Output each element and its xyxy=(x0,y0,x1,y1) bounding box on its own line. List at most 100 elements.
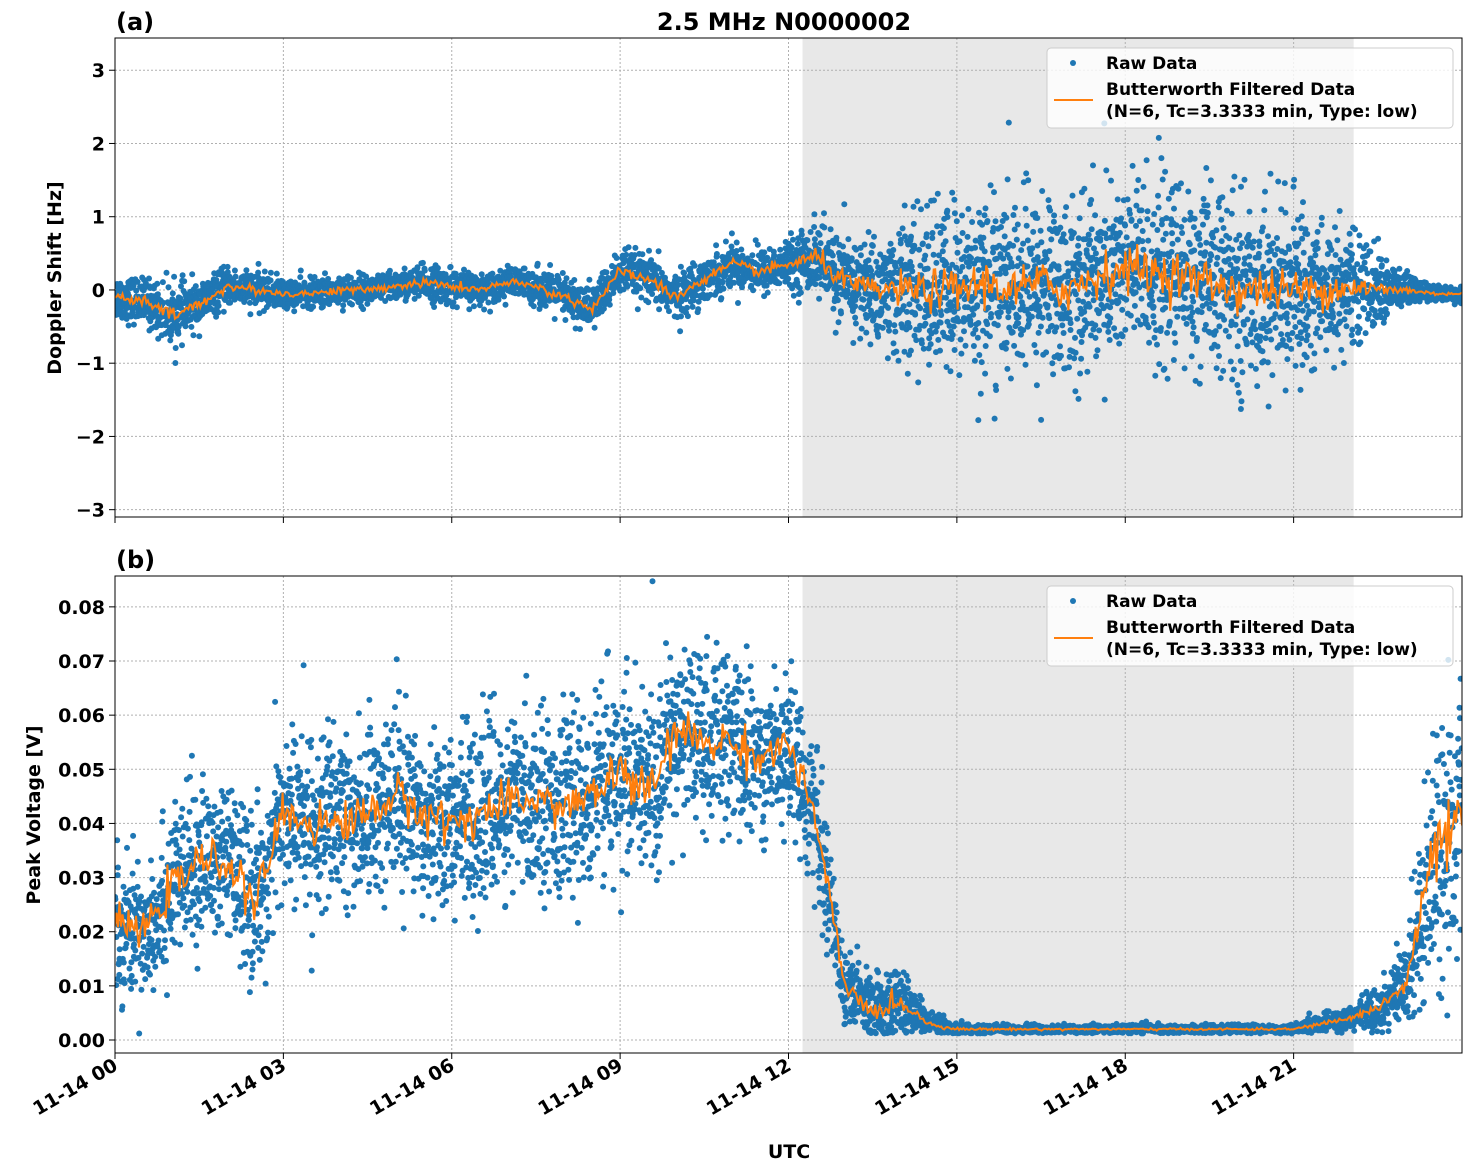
raw-data-point xyxy=(1053,324,1059,330)
raw-data-point xyxy=(1337,208,1343,214)
raw-data-point xyxy=(1273,325,1279,331)
raw-data-point xyxy=(1169,230,1175,236)
raw-data-point xyxy=(1207,306,1213,312)
raw-data-point xyxy=(750,287,756,293)
raw-data-point xyxy=(965,206,971,212)
raw-data-point xyxy=(875,334,881,340)
raw-data-point xyxy=(1361,306,1367,312)
raw-data-point xyxy=(387,268,393,274)
raw-data-point xyxy=(1312,252,1318,258)
raw-data-point xyxy=(993,218,999,224)
raw-data-point xyxy=(1074,316,1080,322)
raw-data-point xyxy=(1024,223,1030,229)
raw-data-point xyxy=(958,337,964,343)
raw-data-point xyxy=(479,271,485,277)
raw-data-point xyxy=(909,268,915,274)
raw-data-point xyxy=(1190,299,1196,305)
raw-data-point xyxy=(268,277,274,283)
x-axis-label: UTC xyxy=(768,1141,810,1163)
raw-data-point xyxy=(1214,255,1220,261)
raw-data-point xyxy=(1076,256,1082,262)
raw-data-point xyxy=(1166,196,1172,202)
raw-data-point xyxy=(1249,309,1255,315)
raw-data-point xyxy=(1210,235,1216,241)
raw-data-point xyxy=(885,355,891,361)
raw-data-point xyxy=(933,260,939,266)
raw-data-point xyxy=(735,300,741,306)
raw-data-point xyxy=(1203,165,1209,171)
raw-data-point xyxy=(1235,256,1241,262)
raw-data-point xyxy=(901,303,907,309)
raw-data-point xyxy=(1319,318,1325,324)
raw-data-point xyxy=(873,259,879,265)
raw-data-point xyxy=(1015,320,1021,326)
raw-data-point xyxy=(749,252,755,258)
raw-data-point xyxy=(360,306,366,312)
raw-data-point xyxy=(1239,398,1245,404)
raw-data-point xyxy=(1125,196,1131,202)
raw-data-point xyxy=(788,230,794,236)
raw-data-point xyxy=(501,294,507,300)
raw-data-point xyxy=(828,226,834,232)
raw-data-point xyxy=(1274,235,1280,241)
raw-data-point xyxy=(1213,328,1219,334)
raw-data-point xyxy=(1124,234,1130,240)
raw-data-point xyxy=(677,328,683,334)
raw-data-point xyxy=(1233,322,1239,328)
raw-data-point xyxy=(1268,171,1274,177)
raw-data-point xyxy=(1198,364,1204,370)
raw-data-point xyxy=(1048,236,1054,242)
raw-data-point xyxy=(1077,371,1083,377)
raw-data-point xyxy=(1150,313,1156,319)
raw-data-point xyxy=(564,275,570,281)
raw-data-point xyxy=(859,326,865,332)
raw-data-point xyxy=(1056,267,1062,273)
raw-data-point xyxy=(795,241,801,247)
raw-data-point xyxy=(852,303,858,309)
raw-data-point xyxy=(1379,262,1385,268)
raw-data-point xyxy=(1023,362,1029,368)
raw-data-point xyxy=(1242,177,1248,183)
raw-data-point xyxy=(1051,219,1057,225)
raw-data-point xyxy=(1175,186,1181,192)
raw-data-point xyxy=(1179,230,1185,236)
raw-data-point xyxy=(1357,326,1363,332)
raw-data-point xyxy=(713,242,719,248)
raw-data-point xyxy=(1131,324,1137,330)
raw-data-point xyxy=(911,221,917,227)
raw-data-point xyxy=(785,276,791,282)
raw-data-point xyxy=(1284,356,1290,362)
raw-data-point xyxy=(974,302,980,308)
raw-data-point xyxy=(853,321,859,327)
raw-data-point xyxy=(255,270,261,276)
raw-data-point xyxy=(1156,205,1162,211)
raw-data-point xyxy=(1375,236,1381,242)
raw-data-point xyxy=(1219,194,1225,200)
raw-data-point xyxy=(678,313,684,319)
raw-data-point xyxy=(1182,295,1188,301)
raw-data-point xyxy=(951,197,957,203)
raw-data-point xyxy=(188,324,194,330)
raw-data-point xyxy=(1231,174,1237,180)
raw-data-point xyxy=(1260,348,1266,354)
raw-data-point xyxy=(1158,325,1164,331)
raw-data-point xyxy=(690,304,696,310)
raw-data-point xyxy=(1301,250,1307,256)
raw-data-point xyxy=(487,309,493,315)
raw-data-point xyxy=(1216,204,1222,210)
raw-data-point xyxy=(914,198,920,204)
raw-data-point xyxy=(695,306,701,312)
raw-data-point xyxy=(649,291,655,297)
raw-data-point xyxy=(1093,335,1099,341)
raw-data-point xyxy=(471,303,477,309)
raw-data-point xyxy=(1102,397,1108,403)
raw-data-point xyxy=(1017,294,1023,300)
raw-data-point xyxy=(1266,258,1272,264)
raw-data-point xyxy=(175,331,181,337)
raw-data-point xyxy=(1144,216,1150,222)
raw-data-point xyxy=(1196,236,1202,242)
raw-data-point xyxy=(1139,238,1145,244)
raw-data-point xyxy=(738,247,744,253)
raw-data-point xyxy=(1336,311,1342,317)
raw-data-point xyxy=(1331,365,1337,371)
